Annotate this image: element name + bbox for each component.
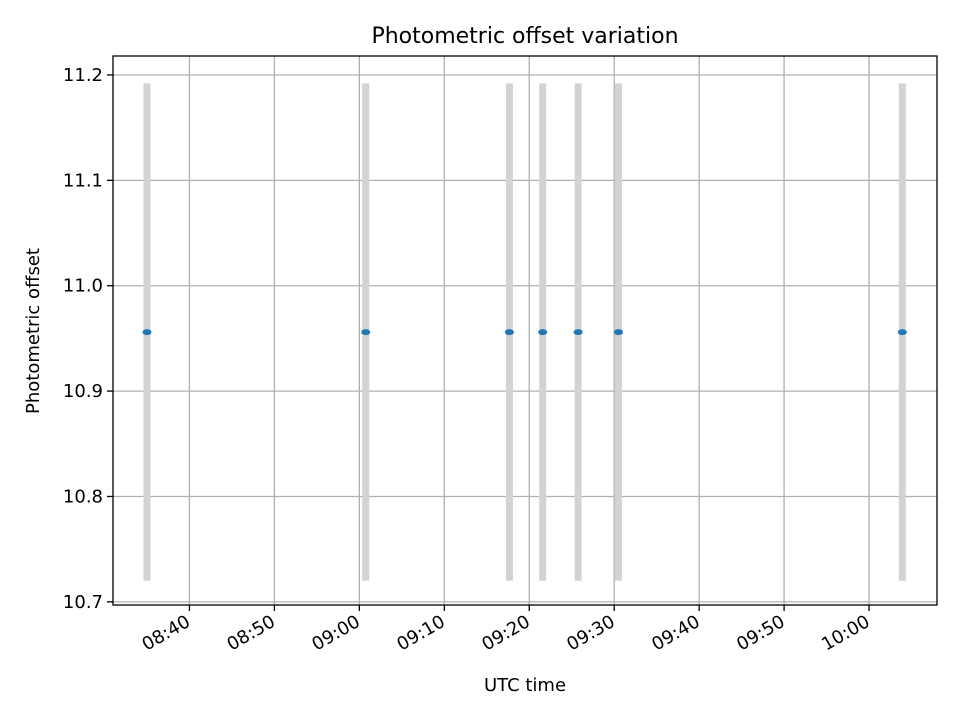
data-points xyxy=(142,329,907,336)
data-point xyxy=(613,329,623,336)
y-axis-label: Photometric offset xyxy=(23,248,44,414)
data-point xyxy=(573,329,583,336)
data-point xyxy=(361,329,371,336)
y-tick-label: 10.7 xyxy=(63,592,103,613)
grid xyxy=(113,56,937,605)
plot-frame xyxy=(112,55,938,606)
data-point xyxy=(142,329,152,336)
y-tick-label: 11.2 xyxy=(63,65,103,86)
y-tick-label: 11.1 xyxy=(63,170,103,191)
y-tick-label: 11.0 xyxy=(63,276,103,297)
y-tick-label: 10.8 xyxy=(63,486,103,507)
x-axis-label: UTC time xyxy=(484,675,566,696)
data-point xyxy=(504,329,514,336)
data-point xyxy=(538,329,548,336)
data-point xyxy=(897,329,907,336)
chart-title: Photometric offset variation xyxy=(371,24,678,49)
y-tick-label: 10.9 xyxy=(63,381,103,402)
y-axis-ticks: 10.7 10.8 10.9 11.0 11.1 11.2 xyxy=(63,65,113,613)
